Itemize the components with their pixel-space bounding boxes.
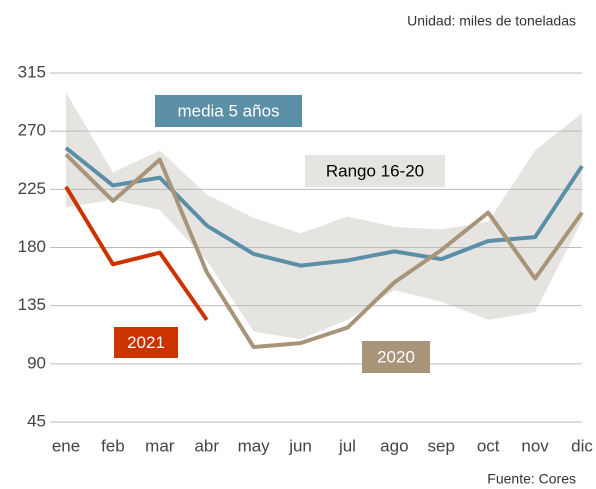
y-tick-label: 180 bbox=[18, 237, 46, 256]
x-tick-label: may bbox=[238, 436, 271, 455]
series-line bbox=[64, 153, 584, 350]
y-tick-label: 315 bbox=[18, 62, 46, 81]
series-label-box bbox=[114, 327, 178, 358]
x-tick-label: jul bbox=[338, 436, 356, 455]
series-label-box bbox=[362, 341, 430, 373]
y-tick-label: 225 bbox=[18, 179, 46, 198]
x-tick-label: abr bbox=[194, 436, 219, 455]
series-label: 2021 bbox=[127, 333, 165, 352]
range-band bbox=[66, 92, 582, 340]
series-label-box bbox=[155, 95, 302, 127]
series-label: 2020 bbox=[377, 347, 415, 366]
series-label: media 5 años bbox=[177, 101, 279, 120]
band-label-box bbox=[305, 155, 445, 187]
y-tick-label: 45 bbox=[27, 411, 46, 430]
y-tick-label: 270 bbox=[18, 121, 46, 140]
source: Fuente: Cores bbox=[487, 471, 576, 487]
x-tick-label: dic bbox=[571, 436, 593, 455]
x-tick-label: ene bbox=[52, 436, 80, 455]
x-tick-label: feb bbox=[101, 436, 125, 455]
x-tick-label: mar bbox=[145, 436, 175, 455]
x-tick-label: oct bbox=[477, 436, 500, 455]
series-line bbox=[64, 146, 584, 268]
unit-note: Unidad: miles de toneladas bbox=[407, 13, 576, 29]
x-tick-label: jun bbox=[288, 436, 312, 455]
series-line bbox=[64, 185, 209, 322]
x-tick-label: sep bbox=[428, 436, 455, 455]
band-label: Rango 16-20 bbox=[326, 161, 424, 180]
x-tick-label: ago bbox=[380, 436, 408, 455]
x-tick-label: nov bbox=[521, 436, 549, 455]
y-tick-label: 135 bbox=[18, 295, 46, 314]
y-tick-label: 90 bbox=[27, 353, 46, 372]
